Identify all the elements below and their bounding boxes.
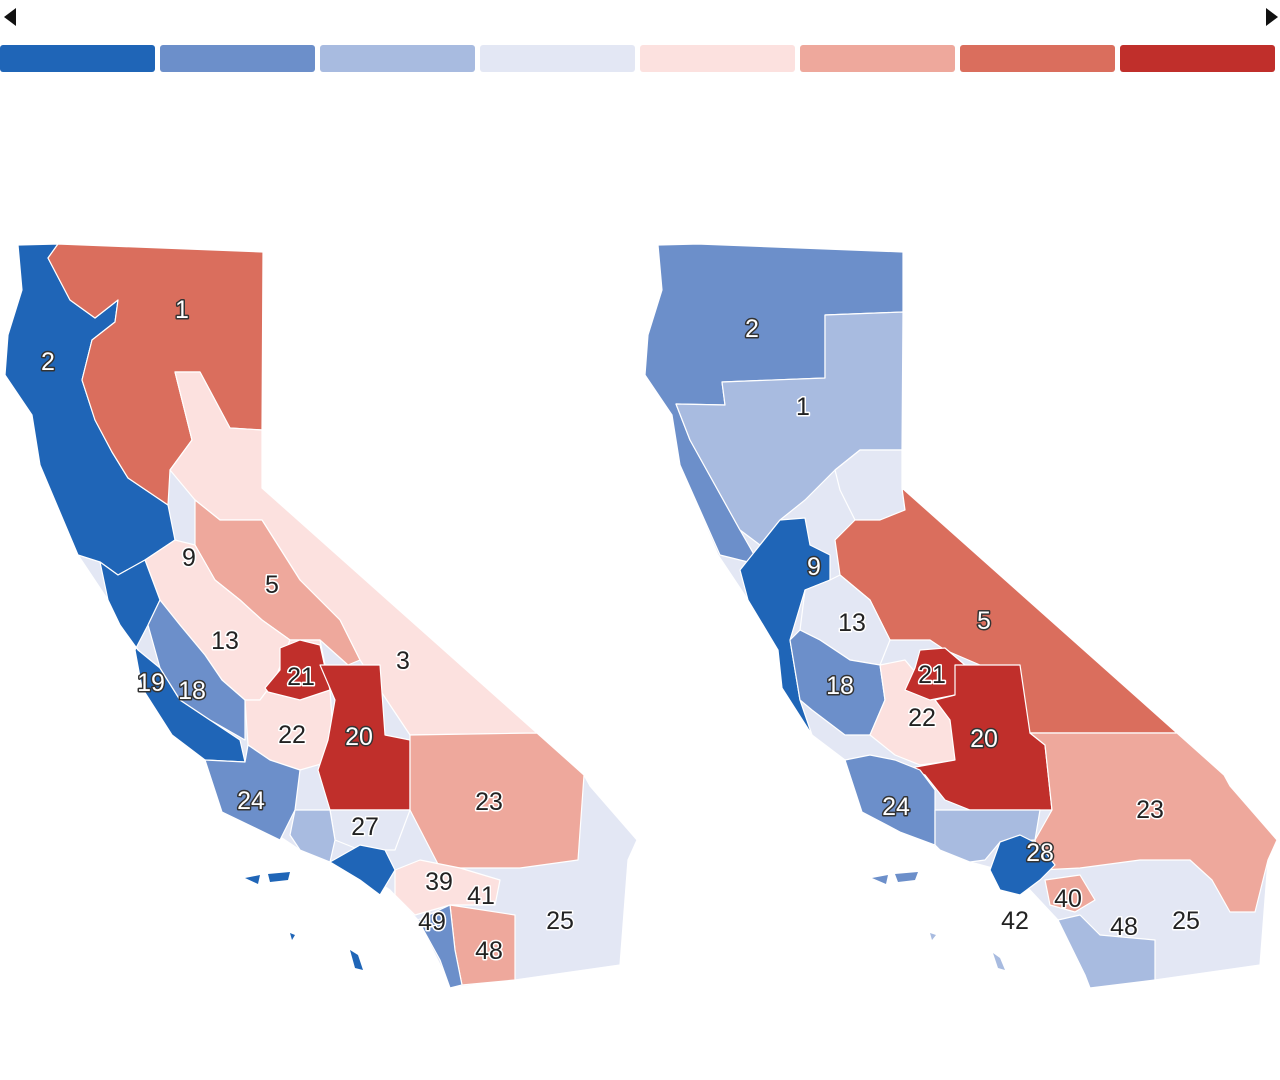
color-scale-legend [0, 45, 1280, 73]
district-label: 13 [211, 627, 239, 655]
channel-islands [245, 872, 290, 884]
district-label: 1 [175, 296, 189, 324]
district-label: 20 [970, 725, 998, 753]
district-label: 39 [425, 868, 453, 896]
district-label: 18 [178, 677, 206, 705]
district-label: 1 [796, 393, 810, 421]
district-label: 9 [807, 553, 821, 581]
legend-swatch [800, 45, 955, 72]
district-label: 23 [475, 788, 503, 816]
legend-swatch [320, 45, 475, 72]
district-label: 2 [41, 348, 55, 376]
district-label: 48 [475, 937, 503, 965]
district-24 [844, 754, 936, 846]
district-21 [904, 647, 966, 701]
district-label: 18 [826, 672, 854, 700]
district-40 [1044, 874, 1096, 913]
district-label: 20 [345, 723, 373, 751]
district-label: 25 [546, 907, 574, 935]
district-label: 21 [287, 663, 315, 691]
district-49 [417, 904, 463, 989]
district-21 [264, 639, 331, 701]
district-label: 3 [396, 647, 410, 675]
district-label: 25 [1172, 907, 1200, 935]
legend-swatch [640, 45, 795, 72]
legend-swatch [480, 45, 635, 72]
district-label: 19 [137, 669, 165, 697]
map-left-labels: 1 2 9 5 13 3 21 19 18 22 20 24 23 27 39 41 49 25 48 [40, 295, 576, 967]
district-label: 5 [265, 571, 279, 599]
district-label: 41 [467, 882, 495, 910]
district-label: 22 [908, 704, 936, 732]
district-label: 24 [882, 793, 910, 821]
district-label: 40 [1054, 885, 1082, 913]
district-24 [204, 744, 301, 841]
island [930, 933, 936, 940]
district-label: 9 [182, 544, 196, 572]
district-48 [1057, 914, 1156, 989]
district-28 [989, 834, 1056, 896]
district-label: 28 [1026, 839, 1054, 867]
district-label: 27 [351, 813, 379, 841]
district-39 [394, 859, 501, 916]
island [993, 953, 1005, 970]
district-label: 13 [838, 609, 866, 637]
map-left: 1 2 9 5 13 3 21 19 18 22 20 24 23 27 39 41 49 25 48 [4, 243, 638, 989]
triangle-right-icon[interactable] [1266, 8, 1278, 26]
legend-swatch [960, 45, 1115, 72]
district-label: 24 [237, 787, 265, 815]
district-label: 2 [745, 315, 759, 343]
legend-swatch [160, 45, 315, 72]
channel-islands [872, 872, 918, 884]
district-label: 42 [1001, 907, 1029, 935]
district-la-west [934, 809, 1041, 863]
island [350, 950, 363, 970]
district-label: 48 [1110, 913, 1138, 941]
triangle-left-icon[interactable] [4, 8, 16, 26]
district-la-east [289, 809, 336, 863]
district-label: 22 [278, 721, 306, 749]
district-23 [409, 732, 585, 869]
district-label: 5 [977, 607, 991, 635]
island [290, 933, 295, 940]
legend-swatch [1120, 45, 1275, 72]
district-23 [1029, 732, 1278, 913]
district-label: 21 [918, 661, 946, 689]
legend-swatch [0, 45, 155, 72]
district-label: 23 [1136, 796, 1164, 824]
district-label: 49 [418, 908, 446, 936]
